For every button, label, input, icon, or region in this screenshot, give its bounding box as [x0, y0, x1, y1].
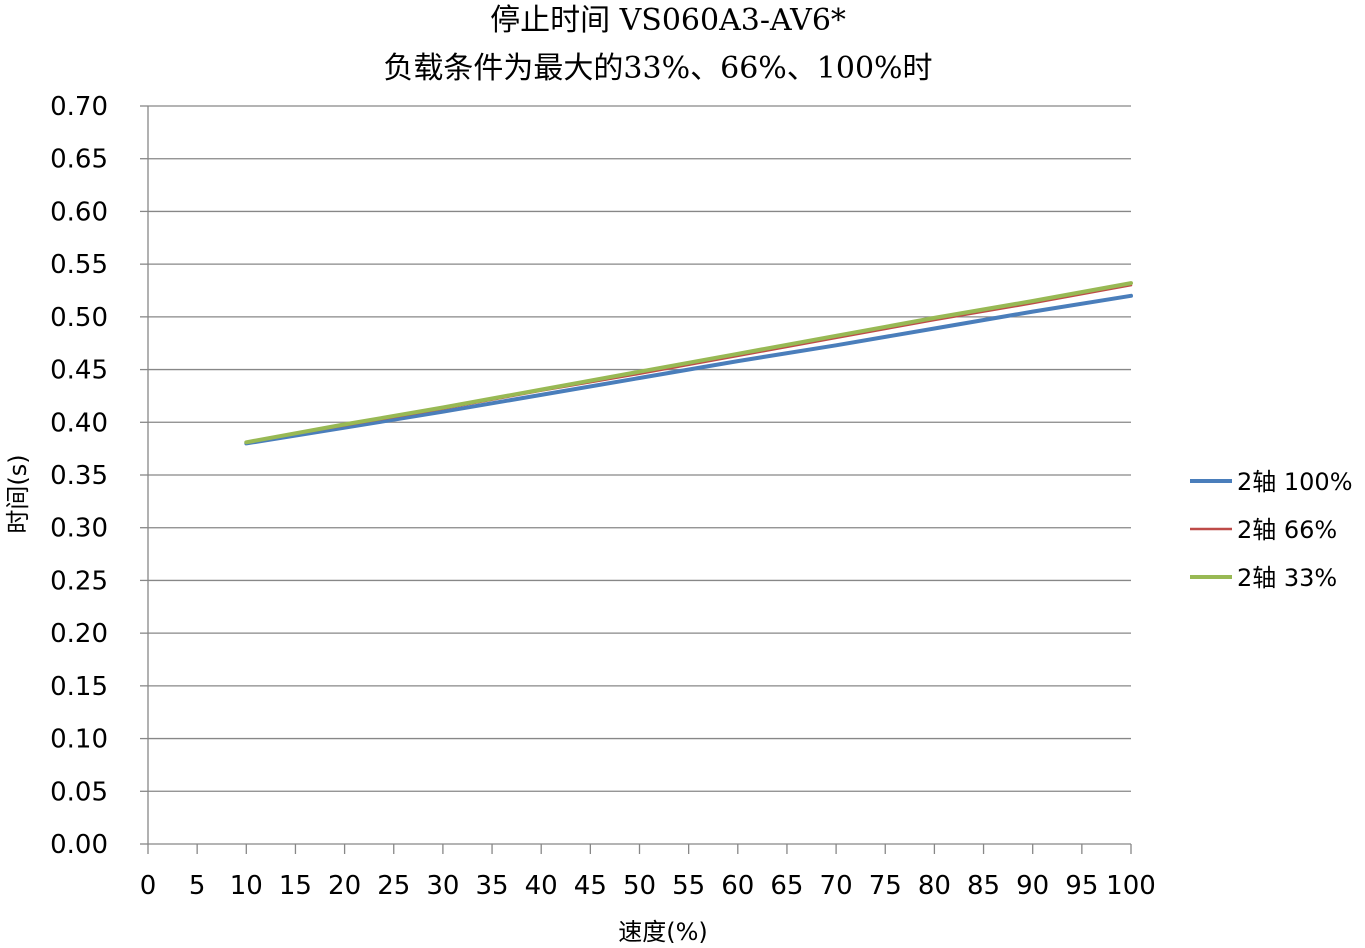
x-tick-label: 100	[1106, 871, 1156, 901]
x-tick-label: 65	[770, 871, 803, 901]
x-tick-label: 55	[672, 871, 705, 901]
gridlines	[148, 105, 1131, 792]
y-tick-label: 0.30	[50, 514, 108, 544]
series-line	[244, 293, 1133, 446]
x-axis-label: 速度(%)	[618, 918, 708, 946]
x-tick-label: 80	[918, 871, 951, 901]
y-tick-label: 0.15	[50, 672, 108, 702]
x-tick-label: 30	[426, 871, 459, 901]
y-tick-label: 0.40	[50, 408, 108, 438]
y-tick-label: 0.60	[50, 197, 108, 227]
x-tick-label: 35	[476, 871, 509, 901]
x-tick-labels: 0 5 10 15 20 25 30 35 40 45 50 55 60 65 70 75 80 85 90 95 10…	[140, 871, 1156, 901]
x-tick-label: 15	[279, 871, 312, 901]
y-tick-label: 0.35	[50, 461, 108, 491]
x-tick-label: 50	[623, 871, 656, 901]
x-tick-label: 70	[820, 871, 853, 901]
x-tick-label: 5	[189, 871, 206, 901]
x-tick-label: 90	[1016, 871, 1049, 901]
legend-label: 2轴 100%	[1237, 468, 1353, 496]
y-tick-label: 0.25	[50, 566, 108, 596]
y-tick-labels: 0.00 0.05 0.10 0.15 0.20 0.25 0.30 0.35 0.40 0.45…	[50, 92, 108, 860]
legend-label: 2轴 66%	[1237, 516, 1337, 544]
chart-subtitle: 负载条件为最大的33%、66%、100%时	[383, 51, 932, 86]
y-tick-label: 0.20	[50, 619, 108, 649]
y-tick-label: 0.70	[50, 92, 108, 122]
y-tick-label: 0.00	[50, 830, 108, 860]
x-tick-label: 20	[328, 871, 361, 901]
y-axis-label: 时间(s)	[4, 454, 32, 533]
y-tick-label: 0.05	[50, 777, 108, 807]
y-tick-label: 0.50	[50, 303, 108, 333]
y-tick-label: 0.45	[50, 356, 108, 386]
x-tick-label: 95	[1065, 871, 1098, 901]
x-tick-label: 10	[230, 871, 263, 901]
legend-label: 2轴 33%	[1237, 564, 1337, 592]
y-tick-label: 0.10	[50, 725, 108, 755]
x-tick-label: 25	[377, 871, 410, 901]
chart-title: 停止时间 VS060A3-AV6*	[490, 3, 846, 38]
series-lines	[244, 281, 1133, 446]
x-tick-label: 0	[140, 871, 157, 901]
x-tick-label: 60	[721, 871, 754, 901]
x-tick-label: 45	[574, 871, 607, 901]
y-tick-label: 0.55	[50, 250, 108, 280]
x-tick-label: 40	[525, 871, 558, 901]
x-tick-label: 85	[967, 871, 1000, 901]
series-line	[244, 281, 1133, 445]
y-tick-label: 0.65	[50, 145, 108, 175]
axes	[140, 105, 1132, 854]
x-tick-label: 75	[869, 871, 902, 901]
legend: 2轴 100% 2轴 66% 2轴 33%	[1190, 468, 1353, 592]
